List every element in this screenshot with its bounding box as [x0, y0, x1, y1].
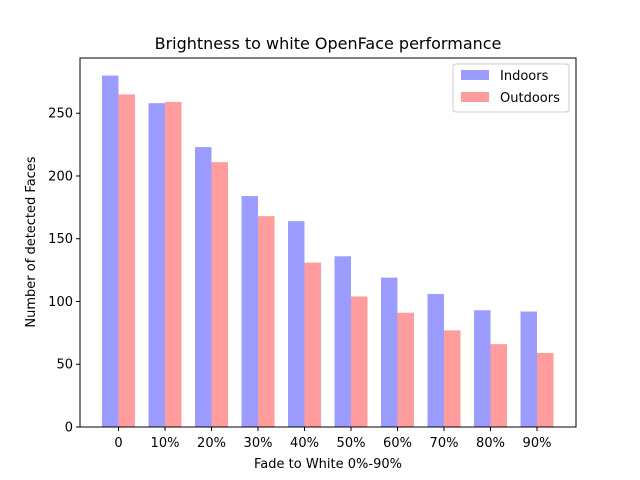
bar-indoors-7 — [427, 293, 444, 427]
x-tick-label: 80% — [476, 436, 505, 451]
x-tick-label: 20% — [197, 436, 226, 451]
legend-label-indoors: Indoors — [500, 69, 549, 84]
x-tick-label: 90% — [523, 436, 552, 451]
bar-indoors-9 — [520, 311, 537, 427]
x-tick-label: 30% — [244, 436, 273, 451]
bar-outdoors-2 — [211, 162, 228, 427]
legend: Indoors Outdoors — [452, 63, 570, 113]
bar-indoors-8 — [474, 310, 491, 427]
y-tick-label: 50 — [56, 358, 73, 373]
bar-indoors-4 — [288, 221, 305, 427]
x-tick-label: 70% — [430, 436, 459, 451]
x-axis-label: Fade to White 0%-90% — [254, 457, 402, 472]
y-tick-label: 200 — [48, 169, 73, 184]
bar-indoors-3 — [241, 196, 258, 427]
bars-group — [102, 75, 554, 428]
legend-swatch-outdoors — [461, 92, 489, 102]
bar-outdoors-3 — [258, 216, 275, 427]
bar-outdoors-5 — [351, 296, 368, 427]
x-tick-label: 40% — [290, 436, 319, 451]
y-axis-label: Number of detected Faces — [24, 156, 39, 327]
bar-outdoors-1 — [165, 101, 182, 427]
x-tick-label: 10% — [151, 436, 180, 451]
y-tick-label: 100 — [48, 295, 73, 310]
bar-outdoors-7 — [444, 330, 461, 427]
bar-indoors-2 — [195, 147, 212, 427]
bar-indoors-6 — [381, 277, 398, 427]
x-tick-label: 60% — [383, 436, 412, 451]
bar-indoors-5 — [334, 256, 351, 427]
chart-title: Brightness to white OpenFace performance — [155, 34, 502, 53]
bar-outdoors-9 — [537, 352, 554, 427]
bar-indoors-1 — [148, 103, 165, 428]
bar-outdoors-0 — [118, 94, 135, 428]
bar-outdoors-6 — [397, 312, 414, 427]
legend-swatch-indoors — [461, 70, 489, 80]
y-tick-label: 0 — [65, 421, 73, 436]
y-axis: 0 50 100 150 200 250 — [48, 107, 80, 436]
bar-outdoors-8 — [490, 344, 507, 427]
y-tick-label: 150 — [48, 232, 73, 247]
bar-outdoors-4 — [304, 262, 321, 427]
y-tick-label: 250 — [48, 107, 73, 122]
bar-indoors-0 — [102, 75, 119, 428]
x-axis: 0 10% 20% 30% 40% 50% 60% 70% 80% 90% — [114, 427, 551, 451]
plot-frame — [79, 57, 577, 428]
x-tick-label: 0 — [114, 436, 122, 451]
legend-label-outdoors: Outdoors — [500, 91, 560, 106]
x-tick-label: 50% — [337, 436, 366, 451]
